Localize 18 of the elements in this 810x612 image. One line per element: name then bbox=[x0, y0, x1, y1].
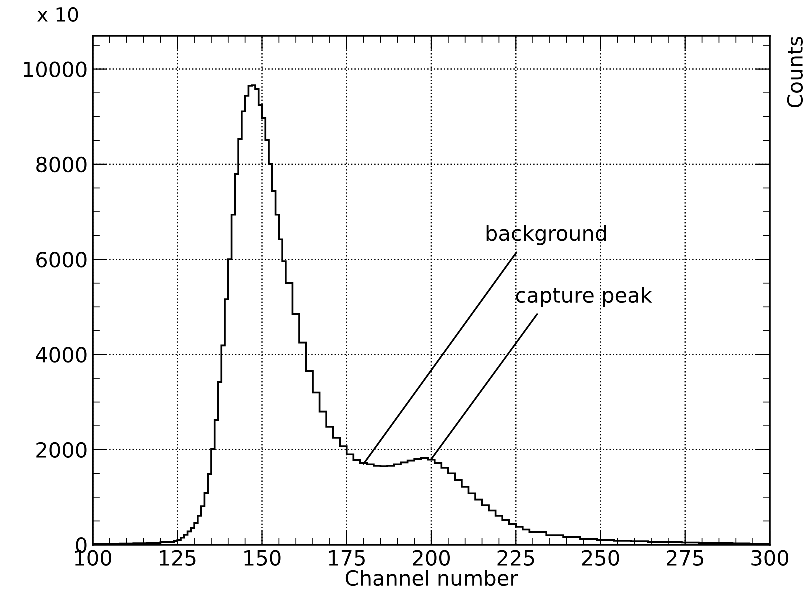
y2-axis-title: Counts bbox=[787, 37, 804, 108]
y-tick-label: 10000 bbox=[24, 62, 87, 78]
x-tick-label: 275 bbox=[667, 550, 704, 566]
annotation: capture peak bbox=[516, 286, 652, 308]
x-tick-label: 150 bbox=[244, 550, 281, 566]
y-tick-label: 6000 bbox=[36, 252, 87, 268]
x-tick-label: 250 bbox=[582, 550, 620, 566]
x-tick-label: 175 bbox=[329, 550, 365, 566]
y-tick-label: 2000 bbox=[36, 442, 87, 458]
y-tick-label: 4000 bbox=[36, 347, 87, 363]
text: x 10 bbox=[38, 7, 78, 22]
x-tick-label: 125 bbox=[160, 550, 196, 566]
y-tick-label: 8000 bbox=[36, 156, 87, 173]
annotation: background bbox=[486, 225, 606, 246]
x-tick-label: 300 bbox=[752, 550, 788, 566]
x-tick-label: 225 bbox=[498, 550, 534, 566]
x-tick-label: 200 bbox=[413, 550, 450, 566]
x-axis-title: Channel number bbox=[346, 570, 518, 586]
